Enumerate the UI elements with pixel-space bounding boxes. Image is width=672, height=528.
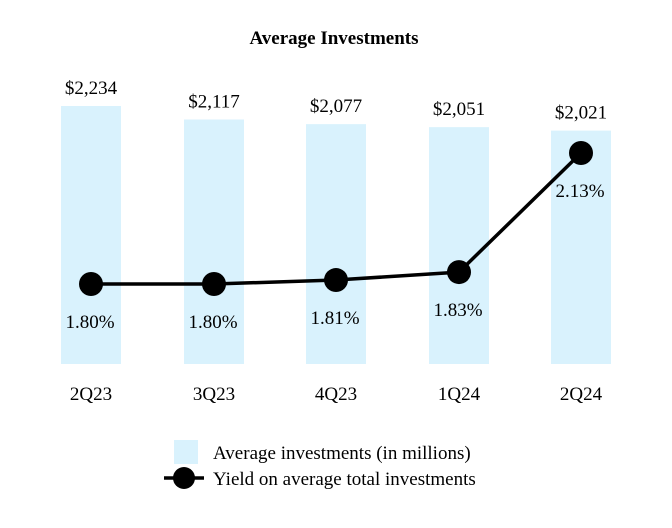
bar-value-label-1Q24: $2,051 [433,99,485,120]
legend-swatch-marker [173,467,195,489]
category-label-2Q24: 2Q24 [560,384,603,405]
yield-value-label-2Q23: 1.80% [65,312,114,333]
bar-3Q23 [184,119,244,364]
yield-line-series [79,141,593,296]
bar-value-labels: $2,234 $2,117 $2,077 $2,051 $2,021 [65,78,607,124]
bar-value-label-2Q23: $2,234 [65,78,118,99]
category-label-3Q23: 3Q23 [193,384,235,405]
legend: Average investments (in millions) Yield … [164,440,476,490]
category-axis-labels: 2Q23 3Q23 4Q23 1Q24 2Q24 [70,384,603,405]
yield-value-label-3Q23: 1.80% [188,312,237,333]
yield-marker-2Q24 [569,141,593,165]
yield-value-labels: 1.80% 1.80% 1.81% 1.83% 2.13% [65,181,604,333]
bar-2Q24 [551,130,611,364]
bar-4Q23 [306,124,366,365]
yield-marker-4Q23 [324,268,348,293]
bar-series [61,106,611,365]
bar-value-label-3Q23: $2,117 [188,92,240,113]
yield-value-label-4Q23: 1.81% [310,308,359,329]
yield-marker-1Q24 [447,260,471,285]
category-label-2Q23: 2Q23 [70,384,112,405]
yield-value-label-2Q24: 2.13% [555,181,604,202]
category-label-4Q23: 4Q23 [315,384,357,405]
yield-marker-3Q23 [202,272,226,296]
bar-value-label-2Q24: $2,021 [555,103,607,124]
legend-label-line: Yield on average total investments [213,469,476,490]
legend-swatch-bars [174,440,198,464]
bar-value-label-4Q23: $2,077 [310,96,362,117]
bar-1Q24 [429,127,489,365]
yield-marker-2Q23 [79,272,103,296]
yield-value-label-1Q24: 1.83% [433,300,482,321]
chart-title: Average Investments [249,28,418,49]
category-label-1Q24: 1Q24 [438,384,481,405]
legend-label-bars: Average investments (in millions) [213,443,471,464]
bar-2Q23 [61,106,121,364]
